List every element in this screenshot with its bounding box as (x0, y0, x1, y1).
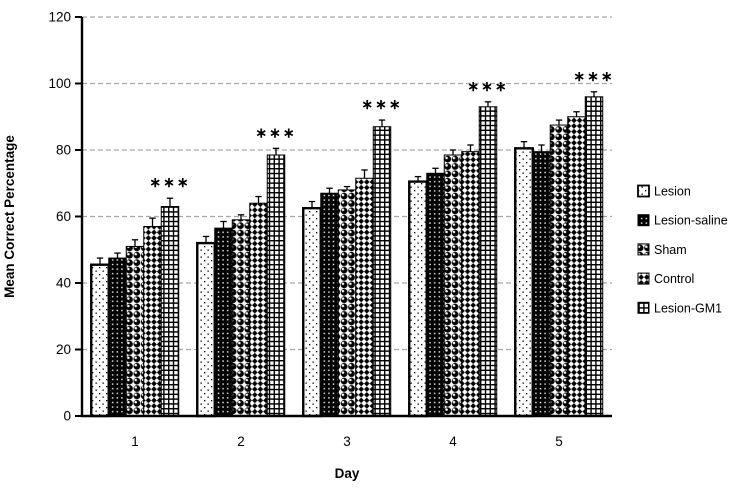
bar-lesion-day-5 (514, 147, 534, 418)
y-axis-tick-labels: 0 20 40 60 80 100 120 (48, 10, 71, 424)
significance-stars: ∗∗∗ (361, 96, 402, 112)
legend-swatch-sham (637, 243, 650, 256)
legend-item-control: Control (637, 272, 694, 286)
significance-annotations: ∗∗∗ ∗∗∗ ∗∗∗ ∗∗∗ ∗∗∗ (149, 68, 614, 190)
y-tick-label: 80 (56, 143, 71, 158)
bar-sham-day-3 (337, 189, 357, 417)
x-category-label: 5 (555, 434, 563, 449)
legend-label-lesion: Lesion (654, 185, 691, 199)
bar-sham-day-5 (549, 124, 569, 417)
bar-control-day-4 (461, 151, 480, 417)
x-axis-category-labels: 1 2 3 4 5 (131, 434, 563, 449)
legend-item-saline: Lesion-saline (637, 214, 728, 228)
legend-label-gm1: Lesion-GM1 (654, 301, 722, 315)
significance-stars: ∗∗∗ (149, 174, 190, 190)
bar-lesion-day-3 (302, 206, 322, 418)
y-tick-label: 60 (56, 209, 71, 224)
bar-saline-day-1 (108, 257, 127, 417)
legend-item-gm1: Lesion-GM1 (637, 301, 722, 315)
bar-saline-day-2 (214, 227, 233, 417)
x-category-label: 3 (343, 434, 351, 449)
bar-sham-day-1 (125, 245, 145, 417)
error-bars (96, 91, 598, 265)
x-category-label: 1 (131, 434, 139, 449)
y-tick-label: 20 (56, 342, 71, 357)
legend-swatch-lesion (637, 184, 650, 198)
significance-stars: ∗∗∗ (255, 124, 296, 140)
y-tick-label: 100 (48, 76, 71, 91)
bar-saline-day-4 (426, 172, 445, 417)
legend-item-lesion: Lesion (637, 184, 691, 199)
bar-lesion-day-1 (90, 263, 110, 418)
bar-gm1-day-1 (160, 206, 180, 417)
bar-saline-day-5 (532, 151, 551, 417)
legend-label-sham: Sham (654, 243, 687, 257)
bar-saline-day-3 (320, 192, 339, 417)
bar-control-day-5 (567, 116, 586, 417)
y-axis-ticks (75, 16, 82, 417)
bar-lesion-day-2 (196, 241, 216, 418)
legend: Lesion Lesion-saline Sham Control Lesion-GM1 (637, 184, 728, 315)
legend-item-sham: Sham (637, 243, 687, 257)
legend-swatch-gm1 (637, 301, 650, 314)
y-tick-label: 0 (63, 409, 71, 424)
significance-stars: ∗∗∗ (467, 78, 508, 94)
bar-sham-day-4 (443, 154, 463, 417)
legend-swatch-saline (637, 214, 650, 227)
y-tick-label: 40 (56, 276, 71, 291)
legend-label-saline: Lesion-saline (654, 214, 728, 228)
legend-label-control: Control (654, 272, 694, 286)
y-tick-label: 120 (48, 10, 71, 25)
bar-gm1-day-5 (584, 96, 604, 417)
bar-sham-day-2 (231, 219, 251, 417)
y-axis-title: Mean Correct Percentage (2, 135, 17, 298)
bar-gm1-day-3 (372, 126, 392, 417)
bar-control-day-3 (355, 177, 374, 417)
bar-lesion-day-4 (408, 180, 428, 418)
bar-groups (90, 96, 604, 418)
bar-gm1-day-4 (478, 106, 498, 417)
bar-gm1-day-2 (266, 154, 286, 417)
x-category-label: 4 (449, 434, 457, 449)
bar-control-day-1 (143, 225, 162, 417)
x-axis-title: Day (335, 466, 360, 481)
x-category-label: 2 (237, 434, 245, 449)
bar-control-day-2 (249, 202, 268, 417)
legend-swatch-control (637, 272, 650, 285)
significance-stars: ∗∗∗ (573, 68, 614, 84)
